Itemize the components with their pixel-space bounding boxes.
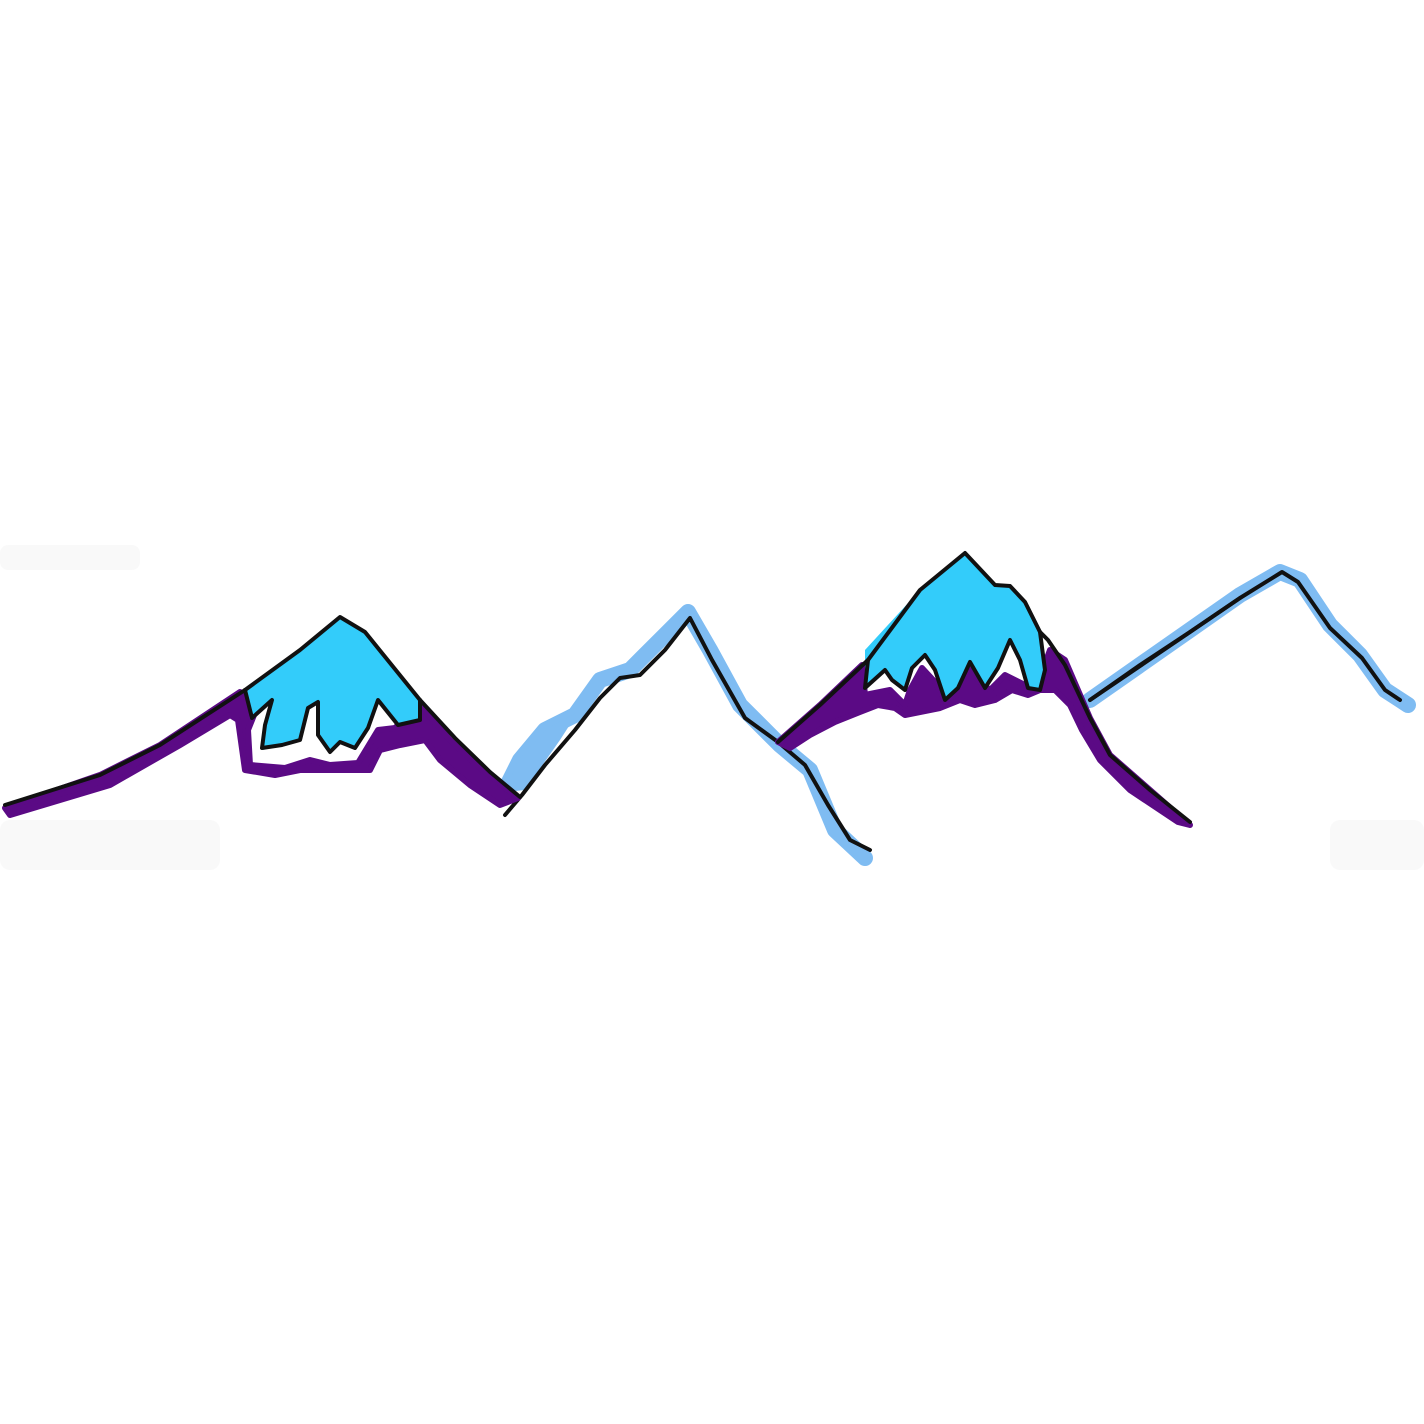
mountain-left-snow-outline bbox=[243, 688, 422, 754]
mountain-middle-outline bbox=[503, 616, 872, 852]
smudge-band-left bbox=[0, 820, 220, 870]
mountain-left-outline bbox=[3, 615, 522, 807]
mountain-left-snow bbox=[245, 617, 420, 752]
mountain-far-right bbox=[1082, 564, 1416, 713]
smudge-band-top bbox=[0, 545, 140, 570]
mountain-middle bbox=[497, 604, 873, 866]
mountain-far-right-outline bbox=[1088, 570, 1402, 702]
mountain-left bbox=[2, 615, 522, 818]
mountain-right-outline bbox=[776, 551, 1192, 824]
mountain-middle-glow-left bbox=[505, 712, 578, 792]
mountain-right-snow-outline bbox=[863, 630, 1047, 702]
mountain-right bbox=[775, 551, 1242, 828]
eraser-smudges bbox=[0, 545, 1424, 870]
mountain-left-shadow bbox=[2, 689, 521, 818]
mountain-right-ridge-link bbox=[1088, 596, 1242, 702]
mountain-right-shadow bbox=[775, 647, 1193, 828]
smudge-band-right bbox=[1330, 820, 1424, 870]
